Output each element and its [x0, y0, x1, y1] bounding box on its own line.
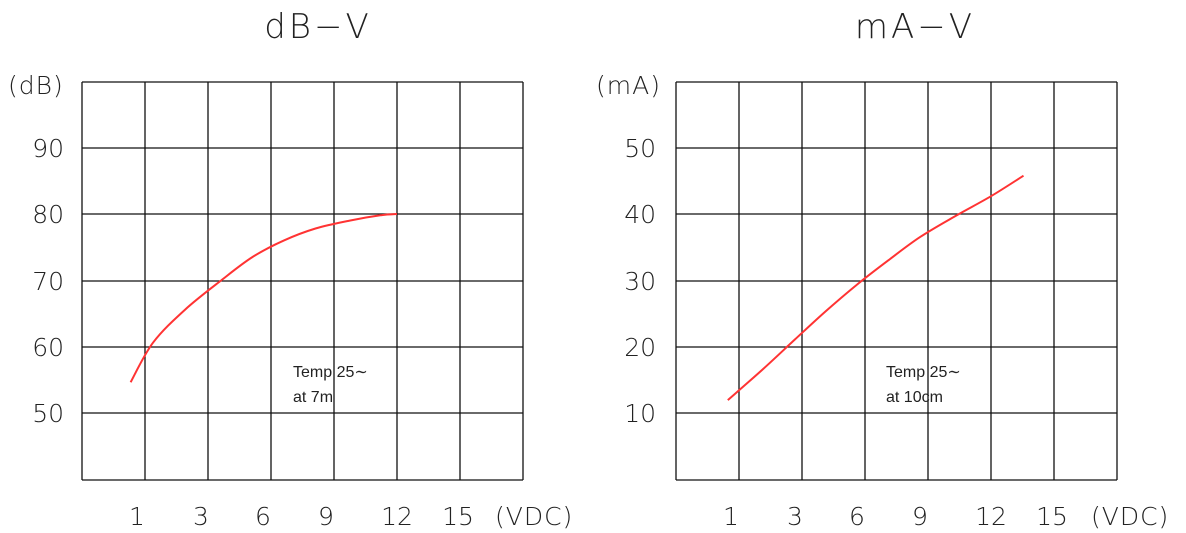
ma-x-tick: 12: [975, 502, 1007, 531]
ma-y-unit-label: (mA): [596, 71, 661, 100]
db-grid: [81, 81, 524, 481]
ma-x-ticks: 1 3 6 9 12 15: [723, 502, 1068, 531]
ma-grid: [675, 81, 1118, 481]
ma-y-tick: 40: [624, 200, 656, 229]
db-y-ticks: 90 80 70 60 50: [32, 134, 64, 428]
db-y-tick: 50: [32, 399, 64, 428]
db-annotation-line1: Temp 25∼: [293, 364, 368, 381]
ma-y-tick: 30: [624, 267, 656, 296]
ma-y-ticks: 50 40 30 20 10: [624, 134, 656, 428]
db-y-tick: 90: [32, 134, 64, 163]
ma-y-tick: 10: [624, 399, 656, 428]
db-x-tick: 15: [442, 502, 474, 531]
db-x-unit-label: (VDC): [495, 502, 573, 531]
ma-chart: mA−V (mA) (VDC) 50 40 30 20 10: [596, 7, 1169, 531]
db-x-tick: 3: [193, 502, 209, 531]
ma-x-tick: 3: [787, 502, 803, 531]
db-x-tick: 6: [255, 502, 271, 531]
db-y-tick: 70: [32, 267, 64, 296]
ma-y-tick: 50: [624, 134, 656, 163]
ma-chart-title: mA−V: [855, 7, 975, 47]
db-y-tick: 60: [32, 333, 64, 362]
ma-x-unit-label: (VDC): [1091, 502, 1169, 531]
ma-x-tick: 15: [1036, 502, 1068, 531]
db-series-line: [129, 213, 398, 383]
db-y-tick: 80: [32, 200, 64, 229]
ma-x-tick: 6: [849, 502, 865, 531]
db-x-ticks: 1 3 6 9 12 15: [129, 502, 474, 531]
db-x-tick: 9: [318, 502, 334, 531]
ma-y-tick: 20: [624, 333, 656, 362]
ma-series-line: [727, 174, 1025, 401]
db-annotation-line2: at 7m: [293, 389, 333, 406]
db-chart: dB−V (dB) (VDC) 90 80 70 60 50: [8, 7, 573, 531]
ma-annotation-line2: at 10cm: [886, 389, 943, 406]
db-chart-title: dB−V: [264, 7, 372, 47]
ma-x-tick: 9: [912, 502, 928, 531]
ma-annotation-line1: Temp 25∼: [886, 364, 961, 381]
ma-x-tick: 1: [723, 502, 739, 531]
db-x-tick: 1: [129, 502, 145, 531]
db-x-tick: 12: [381, 502, 413, 531]
db-y-unit-label: (dB): [8, 71, 64, 100]
